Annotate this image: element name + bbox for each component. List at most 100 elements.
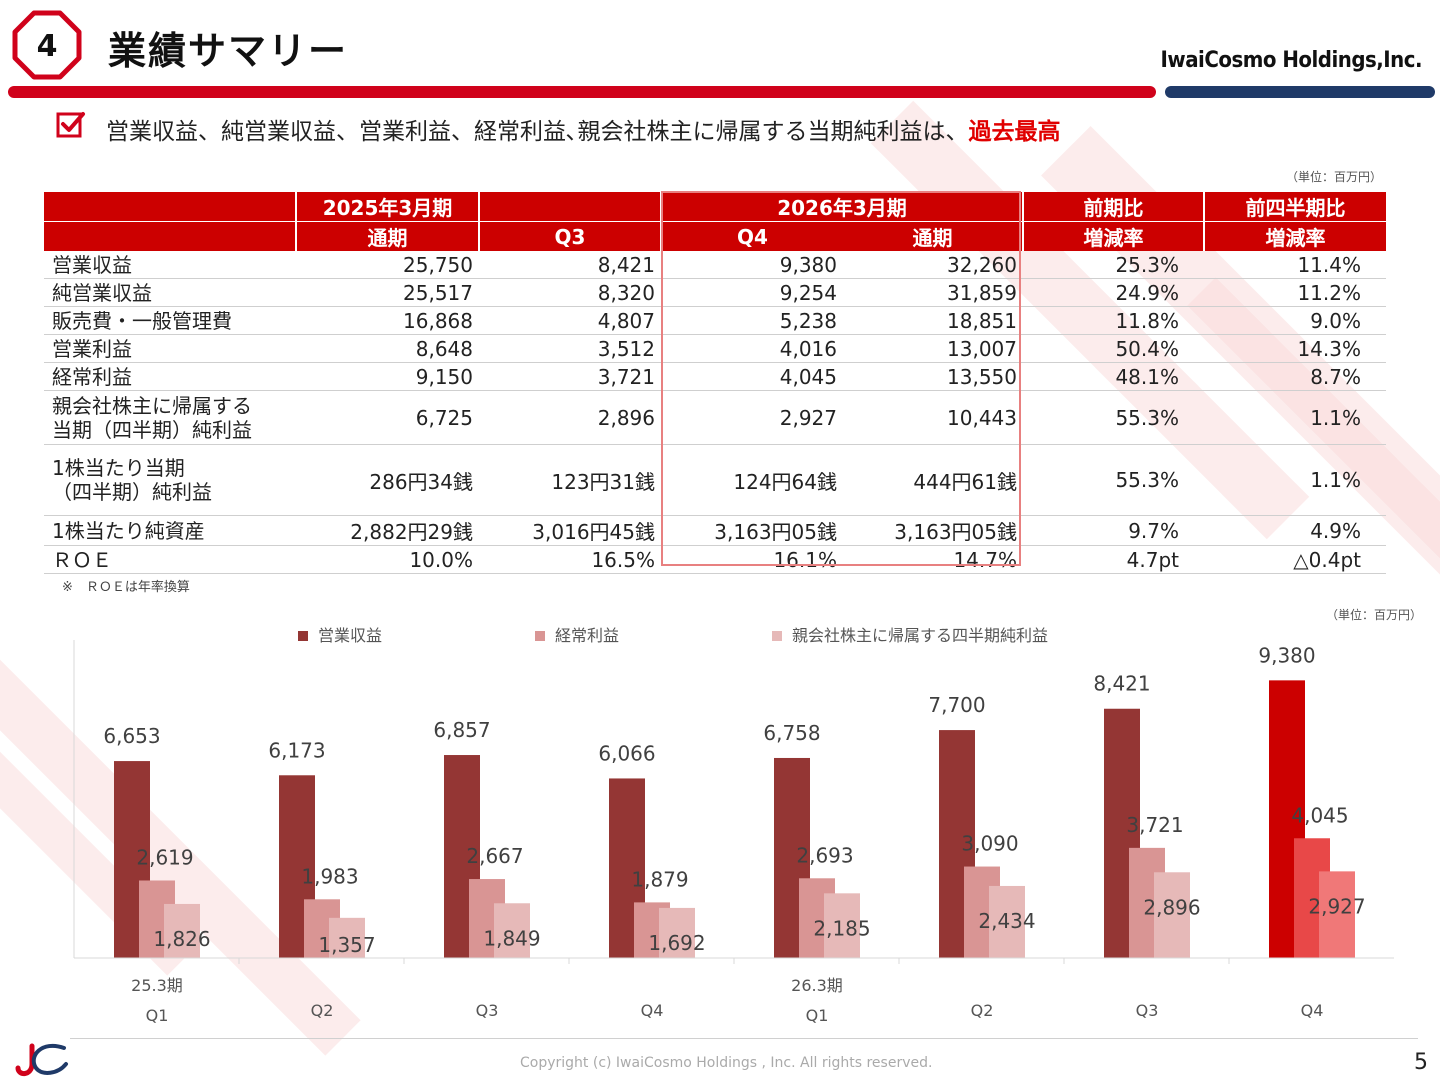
period-label: 26.3期 (791, 976, 843, 995)
table-header-row-2: 通期 Q3 Q4 通期 増減率 増減率 (44, 221, 1386, 251)
data-label: 2,667 (466, 844, 523, 868)
subheader-q3: Q3 (478, 221, 661, 251)
chart-legend: 営業収益 経常利益 親会社株主に帰属する四半期純利益 (298, 626, 1048, 645)
cell-fy2026-q4: 16.1% (661, 545, 843, 574)
header-fy2025: 2025年3月期 (295, 192, 479, 222)
data-label: 2,619 (136, 845, 193, 869)
data-label: 9,380 (1258, 643, 1315, 667)
table-row: 営業収益 25,750 8,421 9,380 32,260 25.3% 11.4% (44, 251, 1386, 279)
cell-yoy-rate: 48.1% (1023, 362, 1204, 391)
chart-axis: Q1 25.3期 Q2 Q3 Q4 Q1 26.3期 Q2 Q3 Q4 (73, 640, 1394, 1025)
subheader-full-year-2026: 通期 (843, 221, 1023, 251)
data-label: 2,185 (813, 916, 870, 940)
cell-fy2026-full: 13,550 (843, 362, 1023, 391)
subheader-full-year-2025: 通期 (295, 221, 479, 251)
table-row: 純営業収益 25,517 8,320 9,254 31,859 24.9% 11.2% (44, 278, 1386, 307)
row-label: ＲＯＥ (44, 545, 296, 574)
cell-fy2026-q4: 4,016 (661, 334, 843, 363)
cell-fy2026-q4: 124円64銭 (661, 444, 843, 516)
cell-qoq-rate: 14.3% (1204, 334, 1386, 363)
x-tick-label: Q1 (146, 1006, 169, 1025)
cell-fy2025-full: 9,150 (296, 362, 479, 391)
cell-yoy-rate: 11.8% (1023, 306, 1204, 335)
cell-fy2026-q4: 2,927 (661, 390, 843, 445)
cell-fy2026-q3: 4,807 (479, 306, 661, 335)
cell-fy2026-full: 10,443 (843, 390, 1023, 445)
x-tick-label: Q1 (806, 1006, 829, 1025)
cell-fy2025-full: 10.0% (296, 545, 479, 574)
table-row: 親会社株主に帰属する 当期（四半期）純利益 6,725 2,896 2,927 10,44… (44, 390, 1386, 445)
page-number: 5 (1414, 1050, 1428, 1075)
period-label: 25.3期 (131, 976, 183, 995)
x-tick-label: Q2 (971, 1001, 994, 1020)
data-label: 6,653 (103, 724, 160, 748)
bar-net-income (329, 917, 365, 958)
cell-fy2026-full: 3,163円05銭 (843, 515, 1023, 546)
data-label: 6,173 (268, 738, 325, 762)
cell-yoy-rate: 4.7pt (1023, 545, 1204, 574)
cell-fy2026-q4: 9,380 (661, 251, 843, 279)
table-row: 1株当たり純資産 2,882円29銭 3,016円45銭 3,163円05銭 3,163… (44, 515, 1386, 546)
corporate-logo-icon (15, 1043, 68, 1076)
bar-net-income (164, 903, 200, 958)
slide-number-badge: 4 (12, 10, 82, 80)
row-label: 親会社株主に帰属する 当期（四半期）純利益 (44, 390, 296, 445)
page-title: 業績サマリー (108, 29, 349, 73)
data-label: 1,692 (648, 931, 705, 955)
data-label: 2,896 (1143, 895, 1200, 919)
cell-yoy-rate: 24.9% (1023, 278, 1204, 307)
header-fy2026: 2026年3月期 (660, 192, 1023, 222)
subheader-qoq-rate: 増減率 (1203, 221, 1386, 251)
cell-fy2026-q3: 2,896 (479, 390, 661, 445)
cell-fy2026-full: 14.7% (843, 545, 1023, 574)
legend-swatch (535, 631, 545, 641)
table-row: 販売費・一般管理費 16,868 4,807 5,238 18,851 11.8% 9.0% (44, 306, 1386, 335)
cell-qoq-rate: 1.1% (1204, 390, 1386, 445)
table-row: 営業利益 8,648 3,512 4,016 13,007 50.4% 14.3% (44, 334, 1386, 363)
cell-yoy-rate: 55.3% (1023, 444, 1204, 516)
header-qoq: 前四半期比 (1203, 192, 1386, 222)
cell-fy2026-full: 32,260 (843, 251, 1023, 279)
results-summary-table: 2025年3月期 2026年3月期 前期比 前四半期比 通期 Q3 Q4 通期 … (44, 192, 1386, 574)
x-tick-label: Q4 (1301, 1001, 1324, 1020)
row-label: 営業利益 (44, 334, 296, 363)
cell-qoq-rate: 8.7% (1204, 362, 1386, 391)
row-label: 1株当たり当期 （四半期）純利益 (44, 444, 296, 516)
cell-yoy-rate: 9.7% (1023, 515, 1204, 546)
bar-net-income (659, 907, 695, 958)
cell-fy2026-q3: 123円31銭 (479, 444, 661, 516)
cell-fy2025-full: 16,868 (296, 306, 479, 335)
cell-fy2026-full: 444円61銭 (843, 444, 1023, 516)
data-label: 3,090 (961, 832, 1018, 856)
header-yoy: 前期比 (1022, 192, 1204, 222)
cell-fy2025-full: 286円34銭 (296, 444, 479, 516)
table-row: 経常利益 9,150 3,721 4,045 13,550 48.1% 8.7% (44, 362, 1386, 391)
company-logo-text: IwaiCosmo Holdings,Inc. (1160, 48, 1423, 73)
cell-fy2026-full: 31,859 (843, 278, 1023, 307)
summary-statement: 営業収益、純営業収益、営業利益、経常利益､親会社株主に帰属する当期純利益は、過去… (106, 112, 1061, 146)
data-label: 1,826 (153, 927, 210, 951)
data-label: 6,758 (763, 721, 820, 745)
data-label: 6,066 (598, 741, 655, 765)
table-unit-label: （単位：百万円） (1285, 170, 1382, 184)
header-blank (478, 192, 661, 222)
cell-fy2026-q3: 3,721 (479, 362, 661, 391)
legend-label: 営業収益 (318, 626, 382, 645)
data-label: 1,357 (318, 933, 375, 957)
cell-fy2025-full: 2,882円29銭 (296, 515, 479, 546)
cell-fy2026-q3: 8,320 (479, 278, 661, 307)
cell-qoq-rate: 4.9% (1204, 515, 1386, 546)
cell-qoq-rate: 11.4% (1204, 251, 1386, 279)
x-tick-label: Q2 (311, 1001, 334, 1020)
legend-swatch (298, 631, 308, 641)
header-divider-navy (1165, 86, 1435, 98)
data-label: 3,721 (1126, 813, 1183, 837)
bar-net-income (989, 885, 1025, 958)
bar-net-income (1154, 872, 1190, 958)
cell-qoq-rate: △0.4pt (1204, 545, 1386, 574)
cell-fy2025-full: 8,648 (296, 334, 479, 363)
table-header-row-1: 2025年3月期 2026年3月期 前期比 前四半期比 (44, 192, 1386, 222)
bar-net-income (494, 903, 530, 958)
cell-fy2026-q3: 16.5% (479, 545, 661, 574)
x-tick-label: Q4 (641, 1001, 664, 1020)
